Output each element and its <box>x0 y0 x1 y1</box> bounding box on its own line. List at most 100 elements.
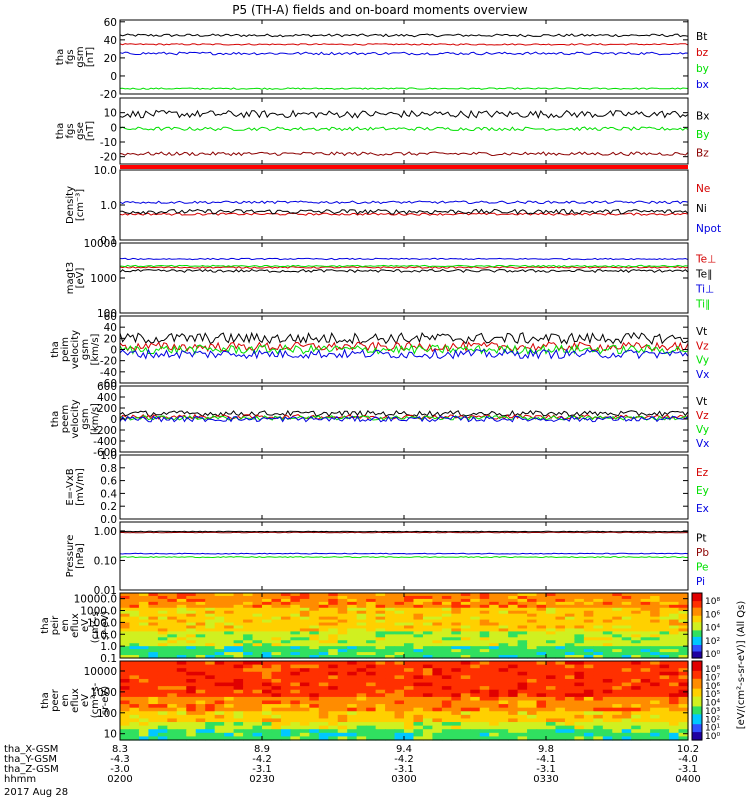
spectrogram-cell <box>527 625 538 630</box>
spectrogram-cell <box>356 595 367 600</box>
spectrogram-cell <box>498 678 509 684</box>
spectrogram-cell <box>394 593 405 597</box>
spectrogram-cell <box>224 613 235 618</box>
spectrogram-cell <box>309 646 320 650</box>
spectrogram-cell <box>621 631 632 635</box>
spectrogram-cell <box>224 664 235 669</box>
spectrogram-cell <box>252 628 263 633</box>
spectrogram-cell <box>422 732 433 738</box>
spectrogram-cell <box>148 696 159 702</box>
spectrogram-cell <box>574 622 585 627</box>
spectrogram-cell <box>498 601 509 606</box>
spectrogram-cell <box>290 732 301 738</box>
spectrogram-cell <box>309 595 320 600</box>
spectrogram-cell <box>470 678 481 684</box>
spectrogram-cell <box>252 649 263 653</box>
spectrogram-cell <box>347 722 358 727</box>
spectrogram-cell <box>243 711 254 716</box>
colorbar-cell <box>692 641 702 644</box>
spectrogram-cell <box>233 693 244 698</box>
spectrogram-cell <box>470 610 481 615</box>
spectrogram-cell <box>593 652 604 656</box>
spectrogram-cell <box>356 655 367 659</box>
spectrogram-cell <box>546 689 557 694</box>
spectrogram-cell <box>394 631 405 635</box>
spectrogram-cell <box>583 696 594 702</box>
spectrogram-cell <box>148 689 159 694</box>
spectrogram-cell <box>385 736 396 741</box>
spectrogram-cell <box>470 693 481 698</box>
colorbar-cell <box>692 604 702 607</box>
spectrogram-cell <box>451 707 462 712</box>
spectrogram-cell <box>176 725 187 730</box>
spectrogram-cell <box>129 736 140 741</box>
spectrogram-cell <box>186 707 197 712</box>
spectrogram-cell <box>394 637 405 641</box>
spectrogram-cell <box>669 686 680 691</box>
spectrogram-cell <box>271 619 282 624</box>
spectrogram-cell <box>593 736 604 741</box>
spectrogram-cell <box>404 700 415 705</box>
y-tick-label: -20 <box>100 89 117 101</box>
spectrogram-cell <box>508 700 519 705</box>
spectrogram-cell <box>385 646 396 650</box>
spectrogram-cell <box>441 619 452 624</box>
spectrogram-cell <box>659 634 670 638</box>
spectrogram-cell <box>385 649 396 653</box>
spectrogram-cell <box>659 646 670 650</box>
spectrogram-cell <box>479 631 490 635</box>
spectrogram-cell <box>555 637 566 641</box>
spectrogram-cell <box>574 732 585 738</box>
spectrogram-cell <box>564 593 575 597</box>
colorbar-cell <box>692 678 702 682</box>
spectrogram-cell <box>631 693 642 698</box>
spectrogram-cell <box>479 678 490 684</box>
spectrogram-cell <box>659 711 670 716</box>
spectrogram-cell <box>546 652 557 656</box>
spectrogram-cell <box>621 616 632 621</box>
spectrogram-cell <box>309 714 320 720</box>
colorbar-cell <box>692 710 702 713</box>
spectrogram-cell <box>546 616 557 621</box>
spectrogram-cell <box>138 649 149 653</box>
y-tick-label: 1.0 <box>100 641 117 653</box>
spectrogram-cell <box>602 686 613 691</box>
spectrogram-cell <box>621 711 632 716</box>
spectrogram-cell <box>404 595 415 600</box>
spectrogram-cell <box>148 637 159 641</box>
spectrogram-cell <box>347 631 358 635</box>
spectrogram-cell <box>564 616 575 621</box>
spectrogram-cell <box>299 607 310 612</box>
spectrogram-cell <box>678 700 689 705</box>
spectrogram-cell <box>176 593 187 597</box>
spectrogram-cell <box>205 652 216 656</box>
spectrogram-cell <box>195 689 206 694</box>
spectrogram-cell <box>527 700 538 705</box>
colorbar-cell <box>692 610 702 614</box>
spectrogram-cell <box>280 736 291 741</box>
spectrogram-cell <box>451 595 462 600</box>
spectrogram-cell <box>337 616 348 621</box>
spectrogram-cell <box>176 598 187 603</box>
spectrogram-cell <box>224 700 235 705</box>
spectrogram-cell <box>375 689 386 694</box>
spectrogram-cell <box>432 613 443 618</box>
spectrogram-cell <box>612 631 623 635</box>
spectrogram-cell <box>517 622 528 627</box>
colorbar-cell <box>692 632 702 635</box>
spectrogram-cell <box>318 668 329 673</box>
spectrogram-cell <box>404 661 415 666</box>
spectrogram-cell <box>394 722 405 727</box>
spectrogram-cell <box>394 601 405 606</box>
spectrogram-cell <box>337 622 348 627</box>
spectrogram-cell <box>375 704 386 709</box>
spectrogram-cell <box>441 664 452 669</box>
spectrogram-cell <box>214 628 225 633</box>
spectrogram-cell <box>583 736 594 741</box>
spectrogram-cell <box>555 616 566 621</box>
spectrogram-cell <box>640 714 651 720</box>
spectrogram-cell <box>385 634 396 638</box>
spectrogram-cell <box>176 640 187 644</box>
spectrogram-cell <box>593 689 604 694</box>
spectrogram-cell <box>441 652 452 656</box>
